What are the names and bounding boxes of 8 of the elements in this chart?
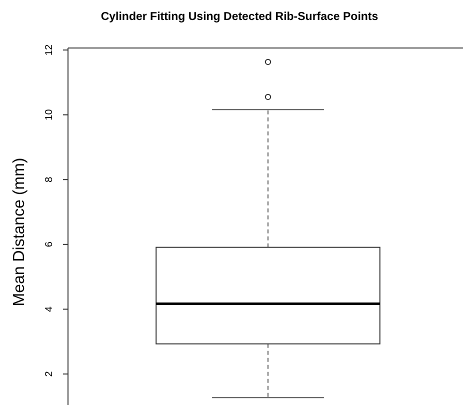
y-tick-label: 6 <box>44 241 55 248</box>
y-tick-label: 12 <box>44 44 55 56</box>
y-axis-title: Mean Distance (mm) <box>11 158 28 306</box>
y-tick-label: 10 <box>44 108 55 120</box>
y-tick-label: 8 <box>44 176 55 182</box>
chart-title: Cylinder Fitting Using Detected Rib-Surface Points <box>100 11 378 23</box>
y-tick-label: 2 <box>44 370 55 377</box>
y-tick-label: 4 <box>44 306 55 312</box>
